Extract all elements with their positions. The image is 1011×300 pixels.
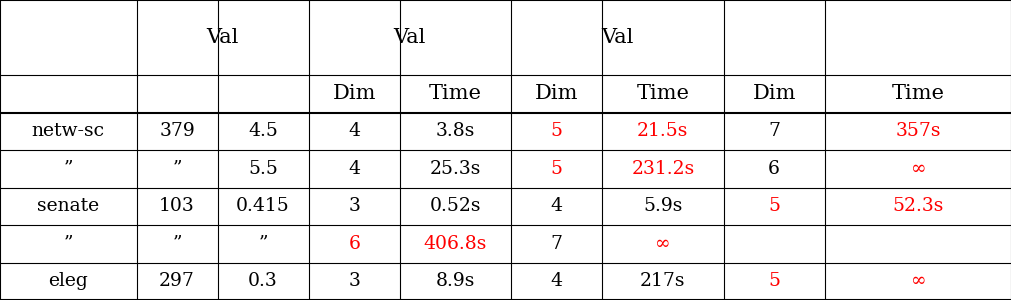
Text: ”: ” <box>64 160 73 178</box>
Text: 5: 5 <box>550 122 562 140</box>
Text: 3.8s: 3.8s <box>436 122 474 140</box>
Text: Time: Time <box>636 84 688 103</box>
Text: 3: 3 <box>348 197 360 215</box>
Text: 6: 6 <box>767 160 779 178</box>
Text: 103: 103 <box>159 197 195 215</box>
Text: Time: Time <box>891 84 944 103</box>
Text: 8.9s: 8.9s <box>436 272 474 290</box>
Text: 297: 297 <box>159 272 195 290</box>
Text: Dim: Dim <box>535 84 577 103</box>
Text: 357s: 357s <box>895 122 940 140</box>
Text: ∞: ∞ <box>654 235 670 253</box>
Text: 4: 4 <box>348 122 360 140</box>
Text: 0.415: 0.415 <box>236 197 290 215</box>
Text: 5: 5 <box>767 272 779 290</box>
Text: ”: ” <box>172 235 182 253</box>
Text: Val: Val <box>601 28 633 47</box>
Text: 5: 5 <box>767 197 779 215</box>
Text: Val: Val <box>393 28 426 47</box>
Text: Dim: Dim <box>752 84 795 103</box>
Text: ”: ” <box>64 235 73 253</box>
Text: 5.9s: 5.9s <box>643 197 681 215</box>
Text: 379: 379 <box>159 122 195 140</box>
Text: Dim: Dim <box>333 84 375 103</box>
Text: senate: senate <box>37 197 99 215</box>
Text: 5.5: 5.5 <box>248 160 278 178</box>
Text: netw-sc: netw-sc <box>31 122 105 140</box>
Text: 231.2s: 231.2s <box>631 160 694 178</box>
Text: 0.52s: 0.52s <box>430 197 480 215</box>
Text: 25.3s: 25.3s <box>430 160 480 178</box>
Text: 217s: 217s <box>640 272 684 290</box>
Text: 0.3: 0.3 <box>248 272 278 290</box>
Text: 4: 4 <box>550 197 562 215</box>
Text: 4.5: 4.5 <box>248 122 278 140</box>
Text: eleg: eleg <box>49 272 88 290</box>
Text: 6: 6 <box>348 235 360 253</box>
Text: 4: 4 <box>348 160 360 178</box>
Text: Time: Time <box>429 84 481 103</box>
Text: ∞: ∞ <box>910 160 925 178</box>
Text: 4: 4 <box>550 272 562 290</box>
Text: ∞: ∞ <box>910 272 925 290</box>
Text: ”: ” <box>172 160 182 178</box>
Text: 7: 7 <box>767 122 779 140</box>
Text: 3: 3 <box>348 272 360 290</box>
Text: ”: ” <box>258 235 268 253</box>
Text: 21.5s: 21.5s <box>637 122 687 140</box>
Text: 52.3s: 52.3s <box>892 197 943 215</box>
Text: 5: 5 <box>550 160 562 178</box>
Text: Val: Val <box>206 28 239 47</box>
Text: 7: 7 <box>550 235 562 253</box>
Text: 406.8s: 406.8s <box>424 235 486 253</box>
